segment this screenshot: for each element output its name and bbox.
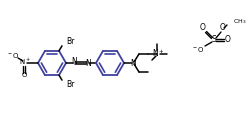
Text: Br: Br <box>66 80 74 89</box>
Text: N: N <box>71 58 77 66</box>
Text: O: O <box>219 24 225 32</box>
Text: N: N <box>85 60 90 68</box>
Text: Br: Br <box>66 37 74 46</box>
Text: CH$_3$: CH$_3$ <box>232 18 245 26</box>
Text: O: O <box>224 36 230 44</box>
Text: N$^+$: N$^+$ <box>151 47 164 59</box>
Text: S: S <box>211 36 215 44</box>
Text: O: O <box>199 24 205 32</box>
Text: O: O <box>21 72 26 78</box>
Text: N$^+$: N$^+$ <box>19 57 31 67</box>
Text: $^-$O: $^-$O <box>6 52 20 60</box>
Text: $^-$O: $^-$O <box>191 44 204 54</box>
Text: N: N <box>130 58 135 68</box>
